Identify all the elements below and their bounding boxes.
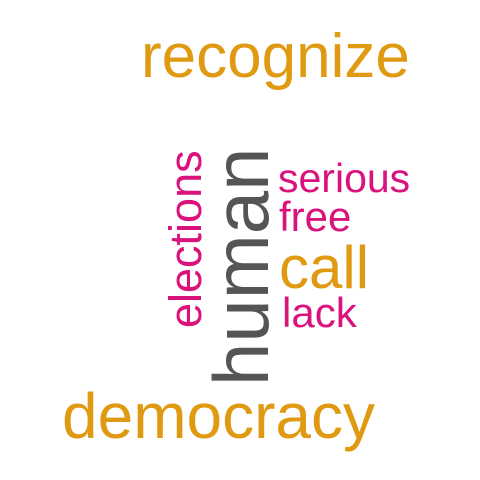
word-lack: lack (282, 289, 357, 336)
word-human: human (197, 147, 285, 387)
word-recognize: recognize (141, 22, 410, 91)
word-serious: serious (278, 155, 411, 201)
word-elections: elections (160, 150, 211, 328)
word-call: call (279, 234, 370, 301)
word-democracy: democracy (62, 380, 375, 452)
word-free: free (279, 193, 352, 240)
